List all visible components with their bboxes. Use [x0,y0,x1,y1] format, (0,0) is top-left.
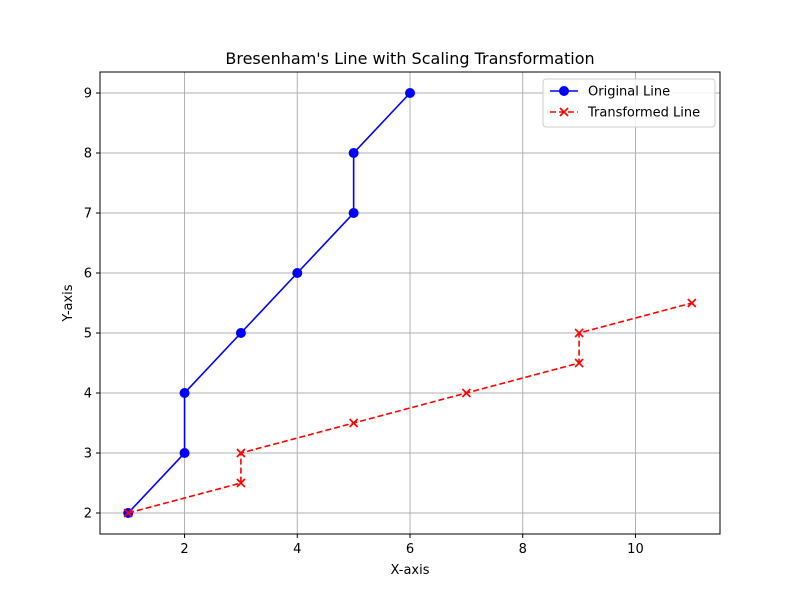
y-tick-label: 6 [84,267,92,282]
data-point-marker [687,298,697,308]
legend-marker [559,107,569,117]
series-line [127,92,411,514]
data-point-marker [574,328,584,338]
data-point-marker [349,418,359,428]
data-point-marker [348,208,359,218]
legend-label: Original Line [588,85,670,100]
y-tick-label: 3 [84,447,92,462]
data-point-marker [405,88,415,98]
y-tick-label: 5 [84,327,92,342]
data-point-marker [179,448,190,458]
data-point-marker [236,448,246,458]
y-tick-label: 9 [84,87,92,102]
y-tick-label: 4 [84,387,92,402]
legend-box [542,78,716,128]
data-point-marker [292,268,303,278]
x-tick-label: 2 [180,542,188,557]
y-tick-label: 8 [84,147,92,162]
y-axis-label: Y-axis [61,284,76,322]
series-line [127,302,693,514]
legend-entry: Original Line [550,85,670,100]
plot-series [123,88,697,518]
legend-marker [559,86,569,96]
legend-entry: Transformed Line [550,106,700,121]
data-point-marker [179,388,190,398]
legend-label: Transformed Line [587,106,700,121]
data-point-marker [235,328,246,338]
data-point-marker [236,478,246,488]
series-transformed-line [123,298,697,518]
x-tick-label: 6 [406,542,414,557]
axis-ticks: 2 4 6 8 10 2 3 4 5 6 7 8 9 [84,87,644,558]
grid-lines [100,72,720,534]
legend: Original Line Transformed Line [542,78,716,128]
data-point-marker [123,508,133,518]
x-tick-label: 10 [627,542,644,557]
data-point-marker [574,358,584,368]
x-tick-label: 4 [293,542,301,557]
x-tick-label: 8 [519,542,527,557]
y-tick-label: 7 [84,207,92,222]
y-tick-label: 2 [84,507,92,522]
data-point-marker [348,148,359,158]
x-axis-label: X-axis [391,563,430,578]
chart-title: Bresenham's Line with Scaling Transforma… [225,49,594,68]
data-point-marker [461,388,471,398]
